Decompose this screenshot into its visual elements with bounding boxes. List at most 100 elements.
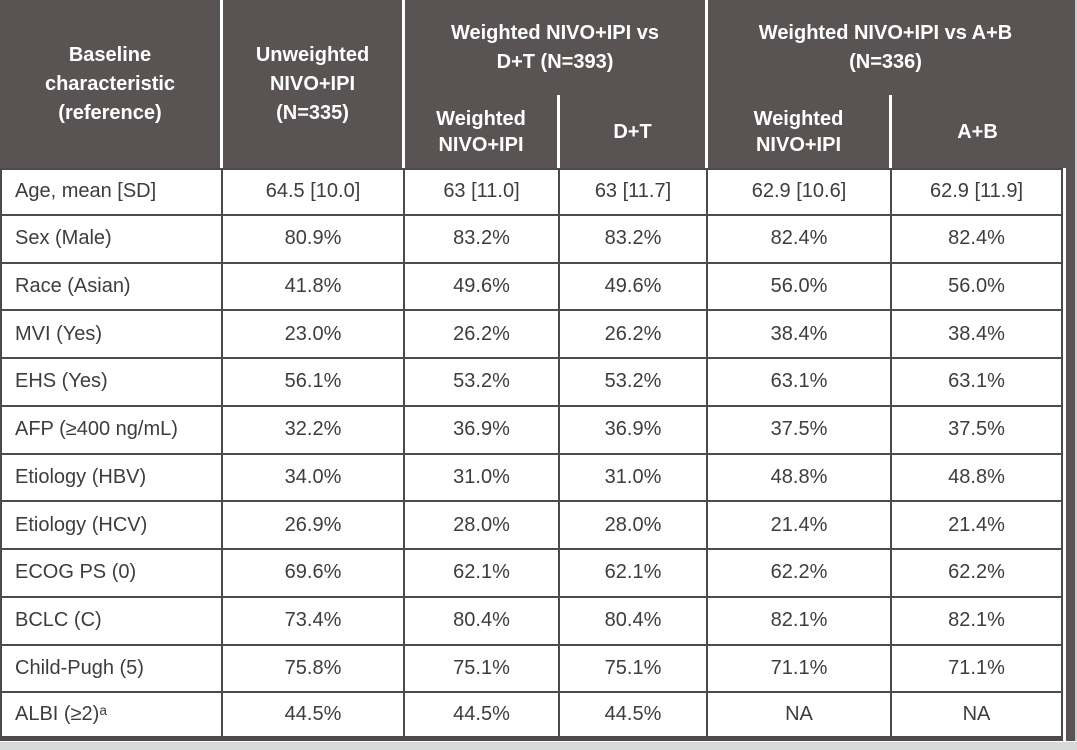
table-body: Age, mean [SD] 64.5 [10.0] 63 [11.0] 63 …: [0, 168, 1063, 741]
cell-value: 75.8%: [223, 645, 405, 694]
cell-value: 49.6%: [405, 263, 560, 312]
header-unweighted-nivo-ipi: Unweighted NIVO+IPI (N=335): [223, 0, 405, 168]
table-row-age: Age, mean [SD] 64.5 [10.0] 63 [11.0] 63 …: [0, 168, 1063, 216]
table-row-bclc: BCLC (C) 73.4% 80.4% 80.4% 82.1% 82.1%: [0, 597, 1063, 646]
table-row-ecog: ECOG PS (0) 69.6% 62.1% 62.1% 62.2% 62.2…: [0, 550, 1063, 598]
table-row-afp: AFP (≥400 ng/mL) 32.2% 36.9% 36.9% 37.5%…: [0, 406, 1063, 455]
cell-value: 38.4%: [892, 311, 1063, 359]
table-row-mvi: MVI (Yes) 23.0% 26.2% 26.2% 38.4% 38.4%: [0, 311, 1063, 359]
cell-value: 21.4%: [708, 502, 892, 550]
cell-value: 63.1%: [708, 359, 892, 407]
cell-value: 73.4%: [223, 597, 405, 646]
row-label: AFP (≥400 ng/mL): [0, 406, 223, 455]
row-label: ALBI (≥2)ᵃ: [0, 693, 223, 741]
header-row-groups: Baseline characteristic (reference) Unwe…: [0, 0, 1063, 168]
cell-value: 36.9%: [560, 406, 708, 455]
baseline-characteristics-table: Baseline characteristic (reference) Unwe…: [0, 0, 1063, 741]
right-edge-sliver: [1075, 0, 1077, 741]
cell-value: 63 [11.0]: [405, 168, 560, 216]
cell-value: 49.6%: [560, 263, 708, 312]
cell-value: 80.4%: [405, 597, 560, 646]
right-edge-band-body: [1066, 168, 1075, 741]
cell-value: NA: [892, 693, 1063, 741]
cell-value: 48.8%: [892, 454, 1063, 503]
cell-value: 32.2%: [223, 406, 405, 455]
row-label: Age, mean [SD]: [0, 168, 223, 216]
cell-value: 71.1%: [892, 645, 1063, 694]
header-baseline-characteristic: Baseline characteristic (reference): [0, 0, 223, 168]
cell-value: 63 [11.7]: [560, 168, 708, 216]
cell-value: 75.1%: [405, 645, 560, 694]
table-row-ehs: EHS (Yes) 56.1% 53.2% 53.2% 63.1% 63.1%: [0, 359, 1063, 407]
row-label: BCLC (C): [0, 597, 223, 646]
cell-value: 34.0%: [223, 454, 405, 503]
cell-value: NA: [708, 693, 892, 741]
table-row-etiology-hbv: Etiology (HBV) 34.0% 31.0% 31.0% 48.8% 4…: [0, 454, 1063, 503]
row-label: Sex (Male): [0, 215, 223, 264]
header-row-subcolumns: Weighted NIVO+IPI D+T Weighted NIVO+IPI …: [0, 95, 1063, 168]
cell-value: 31.0%: [405, 454, 560, 503]
cell-value: 83.2%: [405, 215, 560, 264]
row-label: Etiology (HCV): [0, 502, 223, 550]
row-label: Child-Pugh (5): [0, 645, 223, 694]
cell-value: 56.0%: [708, 263, 892, 312]
cell-value: 26.2%: [405, 311, 560, 359]
cell-value: 69.6%: [223, 550, 405, 598]
table-row-albi: ALBI (≥2)ᵃ 44.5% 44.5% 44.5% NA NA: [0, 693, 1063, 741]
subheader-weighted-nivo-ipi-ab: Weighted NIVO+IPI: [708, 95, 892, 168]
cell-value: 62.1%: [560, 550, 708, 598]
subheader-dt: D+T: [560, 95, 708, 168]
table-row-race: Race (Asian) 41.8% 49.6% 49.6% 56.0% 56.…: [0, 263, 1063, 312]
cell-value: 63.1%: [892, 359, 1063, 407]
cell-value: 62.1%: [405, 550, 560, 598]
table-row-child-pugh: Child-Pugh (5) 75.8% 75.1% 75.1% 71.1% 7…: [0, 645, 1063, 694]
cell-value: 80.4%: [560, 597, 708, 646]
cell-value: 64.5 [10.0]: [223, 168, 405, 216]
table-row-sex: Sex (Male) 80.9% 83.2% 83.2% 82.4% 82.4%: [0, 215, 1063, 264]
header-group-weighted-vs-dt: Weighted NIVO+IPI vs D+T (N=393): [405, 0, 708, 95]
cell-value: 80.9%: [223, 215, 405, 264]
cell-value: 37.5%: [708, 406, 892, 455]
cell-value: 82.4%: [708, 215, 892, 264]
cell-value: 28.0%: [405, 502, 560, 550]
cell-value: 53.2%: [405, 359, 560, 407]
cell-value: 62.9 [10.6]: [708, 168, 892, 216]
cell-value: 41.8%: [223, 263, 405, 312]
cell-value: 31.0%: [560, 454, 708, 503]
cell-value: 37.5%: [892, 406, 1063, 455]
cell-value: 56.0%: [892, 263, 1063, 312]
right-edge-band-header: [1063, 0, 1075, 168]
row-label: Race (Asian): [0, 263, 223, 312]
table-header: Baseline characteristic (reference) Unwe…: [0, 0, 1063, 168]
cell-value: 62.2%: [892, 550, 1063, 598]
cell-value: 62.2%: [708, 550, 892, 598]
cell-value: 75.1%: [560, 645, 708, 694]
cell-value: 56.1%: [223, 359, 405, 407]
subheader-weighted-nivo-ipi-dt: Weighted NIVO+IPI: [405, 95, 560, 168]
cell-value: 44.5%: [405, 693, 560, 741]
cell-value: 48.8%: [708, 454, 892, 503]
cell-value: 38.4%: [708, 311, 892, 359]
below-table-background-strip: [0, 742, 1077, 750]
row-label: ECOG PS (0): [0, 550, 223, 598]
cell-value: 53.2%: [560, 359, 708, 407]
cell-value: 82.1%: [892, 597, 1063, 646]
cell-value: 28.0%: [560, 502, 708, 550]
header-group-weighted-vs-ab: Weighted NIVO+IPI vs A+B (N=336): [708, 0, 1063, 95]
row-label: MVI (Yes): [0, 311, 223, 359]
cell-value: 36.9%: [405, 406, 560, 455]
subheader-ab: A+B: [892, 95, 1063, 168]
cell-value: 26.2%: [560, 311, 708, 359]
cell-value: 62.9 [11.9]: [892, 168, 1063, 216]
cell-value: 44.5%: [223, 693, 405, 741]
cell-value: 82.4%: [892, 215, 1063, 264]
cell-value: 44.5%: [560, 693, 708, 741]
cell-value: 83.2%: [560, 215, 708, 264]
cell-value: 21.4%: [892, 502, 1063, 550]
row-label: EHS (Yes): [0, 359, 223, 407]
row-label: Etiology (HBV): [0, 454, 223, 503]
cell-value: 26.9%: [223, 502, 405, 550]
cell-value: 23.0%: [223, 311, 405, 359]
cell-value: 82.1%: [708, 597, 892, 646]
